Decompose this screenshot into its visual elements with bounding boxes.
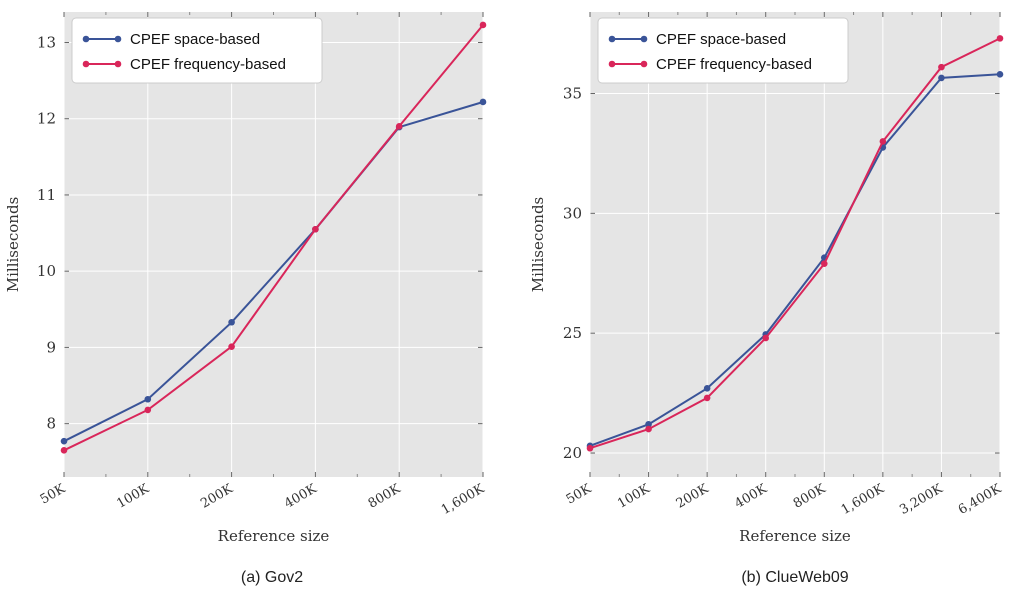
series-line-frequency-based [589,37,1001,450]
x-tick-label: 3,200K [897,481,945,518]
data-point [60,437,68,445]
x-tick-label: 6,400K [956,481,1004,518]
y-tick-label: 11 [37,186,56,204]
legend-label: CPEF frequency-based [130,56,286,73]
series-line-space-based [63,101,484,443]
chart-caption: (a) Gov2 [241,569,303,586]
chart-gov2: 8 9 10 11 12 13 50K 100K 200K 400K 800K 1,600K CPEF … [4,12,487,586]
x-tick-label: 400K [282,481,320,511]
data-point [996,71,1004,78]
data-point [60,447,68,454]
data-point [479,98,487,106]
data-point [703,385,711,392]
x-tick-label: 100K [615,481,653,511]
chart-clueweb09: 20 25 30 35 50K 100K 200K 400K 800K 1,600K 3,200K 6… [529,12,1004,586]
legend-box [597,17,849,84]
legend-marker [608,60,616,68]
y-tick-label: 9 [46,338,56,356]
legend-marker [82,35,90,43]
y-tick-label: 8 [46,415,56,433]
data-point [762,334,770,342]
x-tick-label: 50K [38,481,68,507]
data-point [144,395,152,403]
data-point [395,123,403,130]
data-point [479,21,487,29]
data-point [586,444,594,452]
data-point [820,260,828,267]
y-axis-title: Milliseconds [4,197,22,293]
data-point [645,420,652,428]
x-tick-label: 1,600K [839,481,887,518]
data-point [144,406,152,414]
x-tick-label: 800K [366,481,404,511]
y-tick-label: 12 [37,110,56,128]
data-point [312,225,319,233]
plot-area [64,12,483,477]
data-point [996,35,1004,42]
x-tick-label: 200K [674,481,712,511]
legend-label: CPEF frequency-based [656,56,812,73]
y-tick-label: 13 [37,33,56,51]
series-line-space-based [589,73,1001,447]
x-tick-label: 800K [791,481,829,511]
data-point [228,343,235,350]
x-axis-title: Reference size [218,527,330,545]
y-tick-label: 30 [563,204,582,222]
legend-marker [114,35,122,43]
legend-marker [114,60,122,68]
data-point [645,425,652,433]
series-line-frequency-based [63,24,484,452]
y-tick-label: 20 [563,444,582,462]
x-tick-label: 400K [732,481,770,511]
data-point [879,138,887,145]
y-tick-label: 35 [563,84,582,102]
data-point [938,74,945,82]
x-tick-label: 100K [114,481,152,511]
x-tick-label: 1,600K [439,481,487,518]
y-tick-label: 25 [563,324,582,342]
x-axis-title: Reference size [739,527,851,545]
y-tick-label: 10 [37,262,56,280]
legend-label: CPEF space-based [656,31,786,48]
legend-label: CPEF space-based [130,31,260,48]
x-tick-label: 50K [564,481,594,507]
data-point [938,63,945,71]
chart-caption: (b) ClueWeb09 [741,569,848,586]
legend-marker [82,60,90,68]
legend: CPEF space-based CPEF frequency-based [597,17,849,84]
legend-marker [640,35,648,43]
y-axis-title: Milliseconds [529,197,547,293]
data-point [228,318,235,326]
data-point [703,394,711,402]
legend-box [71,17,323,84]
x-tick-label: 200K [198,481,236,511]
legend: CPEF space-based CPEF frequency-based [71,17,323,84]
legend-marker [608,35,616,43]
legend-marker [640,60,648,68]
